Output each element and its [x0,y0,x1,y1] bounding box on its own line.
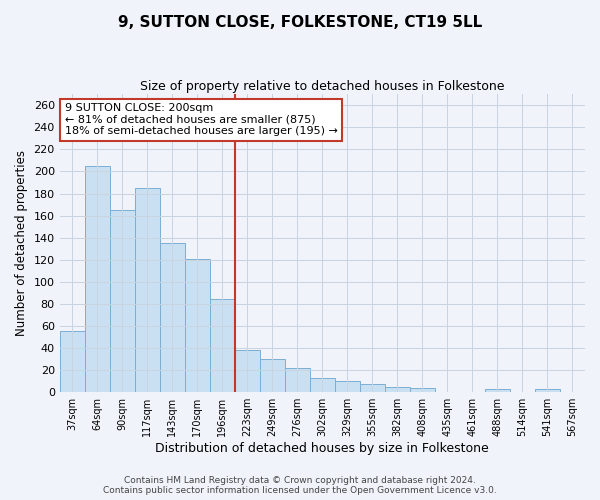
Bar [59,332,85,392]
Bar [185,258,210,392]
Bar [360,384,385,392]
Bar [285,368,310,392]
Text: 9, SUTTON CLOSE, FOLKESTONE, CT19 5LL: 9, SUTTON CLOSE, FOLKESTONE, CT19 5LL [118,15,482,30]
Bar [310,378,335,392]
Y-axis label: Number of detached properties: Number of detached properties [15,150,28,336]
Bar [535,389,560,392]
Bar [85,166,110,392]
Bar [110,210,135,392]
Bar [335,381,360,392]
Bar [235,350,260,392]
X-axis label: Distribution of detached houses by size in Folkestone: Distribution of detached houses by size … [155,442,489,455]
Bar [160,243,185,392]
Title: Size of property relative to detached houses in Folkestone: Size of property relative to detached ho… [140,80,505,93]
Bar [410,388,435,392]
Bar [135,188,160,392]
Bar [260,359,285,392]
Text: 9 SUTTON CLOSE: 200sqm
← 81% of detached houses are smaller (875)
18% of semi-de: 9 SUTTON CLOSE: 200sqm ← 81% of detached… [65,103,338,136]
Bar [385,386,410,392]
Bar [485,389,510,392]
Text: Contains HM Land Registry data © Crown copyright and database right 2024.
Contai: Contains HM Land Registry data © Crown c… [103,476,497,495]
Bar [210,300,235,392]
